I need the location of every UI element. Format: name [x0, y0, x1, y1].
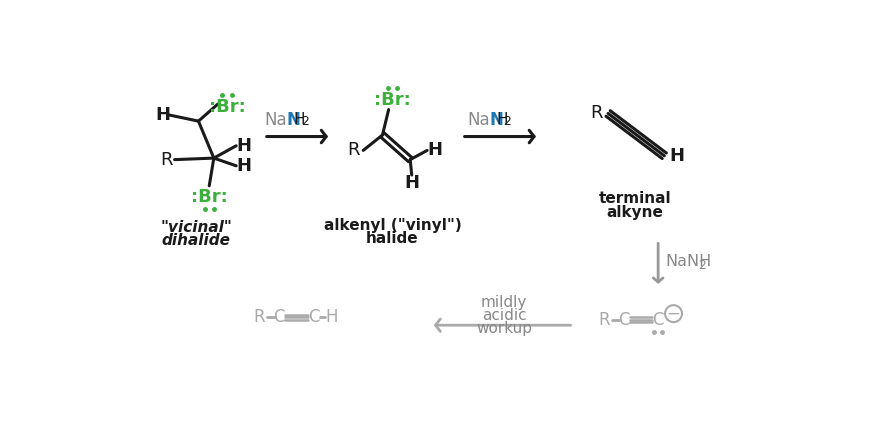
Text: :Br:: :Br: — [209, 98, 246, 116]
Text: C: C — [274, 308, 285, 327]
Text: terminal: terminal — [599, 191, 671, 206]
Text: H: H — [669, 147, 684, 165]
Text: R: R — [599, 311, 610, 329]
Text: alkenyl ("vinyl"): alkenyl ("vinyl") — [323, 218, 461, 232]
Text: H: H — [156, 106, 170, 124]
Text: R: R — [348, 141, 360, 159]
Text: H: H — [496, 112, 508, 127]
Text: NaNH: NaNH — [666, 254, 712, 269]
Text: H: H — [325, 308, 338, 327]
Text: N: N — [489, 111, 503, 129]
Text: H: H — [405, 174, 420, 192]
Text: H: H — [294, 112, 305, 127]
Text: R: R — [253, 308, 265, 327]
Text: H: H — [427, 141, 442, 159]
Text: Na: Na — [264, 111, 287, 129]
Text: C: C — [618, 311, 629, 329]
Text: 2: 2 — [698, 259, 706, 273]
Text: C: C — [652, 311, 664, 329]
Text: Na: Na — [467, 111, 489, 129]
Text: R: R — [161, 151, 173, 168]
Text: H: H — [236, 137, 252, 155]
Text: acidic: acidic — [482, 308, 526, 323]
Text: R: R — [590, 105, 603, 122]
Text: mildly: mildly — [481, 295, 527, 310]
Text: N: N — [287, 111, 301, 129]
Text: −: − — [667, 305, 681, 323]
Text: halide: halide — [366, 231, 419, 246]
Text: 2: 2 — [503, 115, 511, 128]
Text: C: C — [309, 308, 320, 327]
Text: :Br:: :Br: — [191, 187, 227, 206]
Text: :Br:: :Br: — [374, 91, 411, 109]
Text: workup: workup — [476, 321, 532, 336]
Text: alkyne: alkyne — [607, 204, 663, 219]
Text: H: H — [236, 157, 252, 175]
Text: dihalide: dihalide — [162, 233, 231, 248]
Text: "vicinal": "vicinal" — [160, 220, 232, 235]
Text: 2: 2 — [301, 115, 309, 128]
